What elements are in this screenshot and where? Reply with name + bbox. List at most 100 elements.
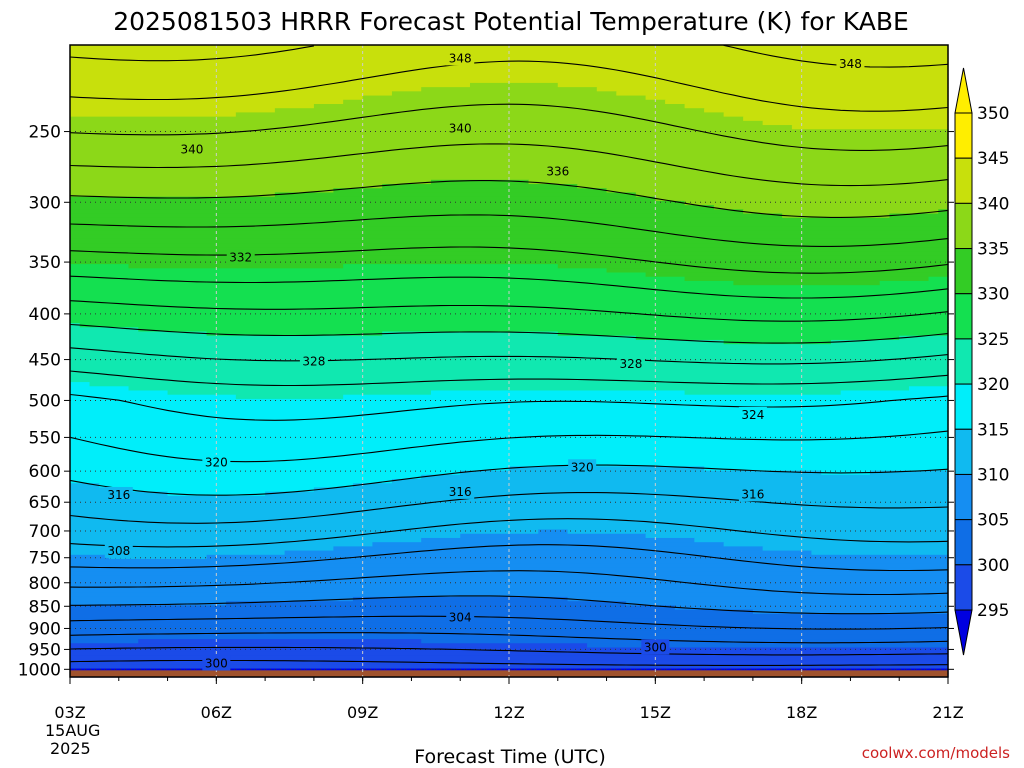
field-cell bbox=[70, 647, 949, 653]
field-cell bbox=[109, 554, 208, 560]
x-axis-label: Forecast Time (UTC) bbox=[414, 746, 605, 768]
contour-line bbox=[69, 632, 949, 644]
field-cell bbox=[70, 521, 949, 526]
colorbar-tick-label: 310 bbox=[977, 465, 1009, 485]
field-cell bbox=[762, 546, 949, 552]
field-row bbox=[70, 639, 949, 644]
contour-labels: 348 348 340 340 336 332 328 328 324 320 320 316 316 3… bbox=[104, 50, 865, 671]
field-cell bbox=[284, 550, 813, 556]
field-row bbox=[70, 634, 949, 640]
field-cell bbox=[645, 272, 949, 278]
field-cell bbox=[343, 99, 666, 105]
field-cell bbox=[811, 550, 949, 556]
field-cell bbox=[70, 339, 725, 345]
y-tick-label: 350 bbox=[29, 253, 61, 273]
colorbar-tick-label: 335 bbox=[977, 240, 1009, 260]
field-cell bbox=[70, 407, 949, 413]
field-row bbox=[70, 487, 949, 493]
field-cell bbox=[235, 112, 725, 118]
field-cell bbox=[665, 99, 949, 105]
contour-line bbox=[69, 60, 949, 112]
field-cell bbox=[70, 601, 227, 606]
contour-label-bg bbox=[202, 454, 231, 470]
field-cell bbox=[70, 365, 949, 371]
field-row bbox=[70, 91, 949, 97]
field-cell bbox=[684, 103, 949, 109]
colorbar-tick-label: 330 bbox=[977, 285, 1009, 305]
contour-label: 348 bbox=[839, 57, 862, 71]
field-row bbox=[70, 125, 949, 130]
field-row bbox=[70, 192, 949, 198]
field-cell bbox=[343, 394, 949, 400]
contour-label: 320 bbox=[205, 456, 228, 470]
field-cell bbox=[79, 323, 949, 328]
field-row bbox=[70, 66, 949, 71]
field-row bbox=[70, 53, 949, 59]
contour-label-bg bbox=[543, 163, 572, 179]
field-row bbox=[70, 272, 949, 278]
contour-line bbox=[69, 570, 949, 596]
field-cell bbox=[899, 335, 949, 341]
field-cell bbox=[70, 82, 471, 88]
field-cell bbox=[70, 474, 422, 480]
field-row bbox=[70, 466, 949, 472]
y-tick-label: 700 bbox=[29, 522, 61, 542]
y-axis: 2503003504004505005506006507007508008509… bbox=[18, 44, 954, 680]
field-cell bbox=[567, 529, 949, 535]
field-cell bbox=[70, 192, 276, 198]
ground-strip bbox=[70, 670, 948, 677]
contour-label: 332 bbox=[229, 251, 252, 265]
field-row bbox=[70, 601, 949, 606]
contour-label: 316 bbox=[741, 487, 764, 501]
field-row bbox=[70, 335, 949, 341]
field-row bbox=[70, 255, 949, 261]
field-row bbox=[70, 407, 949, 413]
contour-label: 340 bbox=[449, 121, 472, 135]
field-cell bbox=[70, 57, 949, 63]
contour-line bbox=[69, 180, 949, 218]
field-row bbox=[70, 120, 949, 126]
field-cell bbox=[626, 601, 949, 606]
field-cell bbox=[70, 137, 949, 143]
field-cell bbox=[70, 634, 949, 640]
field-cell bbox=[313, 487, 949, 493]
field-row bbox=[70, 521, 949, 526]
field-row bbox=[70, 70, 949, 76]
field-row bbox=[70, 424, 949, 430]
field-cell bbox=[70, 120, 764, 126]
contour-label: 336 bbox=[546, 164, 569, 178]
contour-label-bg bbox=[446, 50, 475, 66]
field-cell bbox=[70, 529, 539, 535]
field-cell bbox=[509, 466, 705, 472]
field-cell bbox=[70, 238, 949, 244]
field-cell bbox=[362, 95, 647, 101]
field-row bbox=[70, 108, 949, 114]
contour-label-group: 300 bbox=[641, 639, 670, 655]
field-row bbox=[70, 331, 949, 337]
y-tick-label: 1000 bbox=[18, 660, 61, 680]
field-row bbox=[70, 112, 949, 118]
field-cell bbox=[70, 200, 686, 206]
contour-label-bg bbox=[104, 486, 133, 502]
field-cell bbox=[655, 196, 949, 202]
x-tick-label: 18Z bbox=[786, 703, 817, 722]
field-cell bbox=[70, 179, 432, 185]
field-cell bbox=[70, 297, 949, 303]
contour-label: 316 bbox=[449, 485, 472, 499]
field-cell bbox=[70, 563, 949, 569]
field-row bbox=[70, 554, 949, 560]
y-tick-label: 500 bbox=[29, 391, 61, 411]
x-axis: 03Z 06Z 09Z 12Z 15Z 18Z 21Z bbox=[54, 677, 964, 722]
field-cell bbox=[70, 546, 334, 552]
field-row bbox=[70, 57, 949, 63]
field-cell bbox=[70, 550, 286, 556]
field-cell bbox=[70, 251, 949, 257]
colorbar-band bbox=[954, 383, 973, 430]
field-row bbox=[70, 596, 949, 602]
field-cell bbox=[70, 483, 100, 488]
field-row bbox=[70, 339, 949, 345]
contour-line bbox=[69, 492, 949, 524]
field-row bbox=[70, 251, 949, 257]
field-cell bbox=[70, 272, 647, 278]
field-cell bbox=[733, 280, 881, 286]
